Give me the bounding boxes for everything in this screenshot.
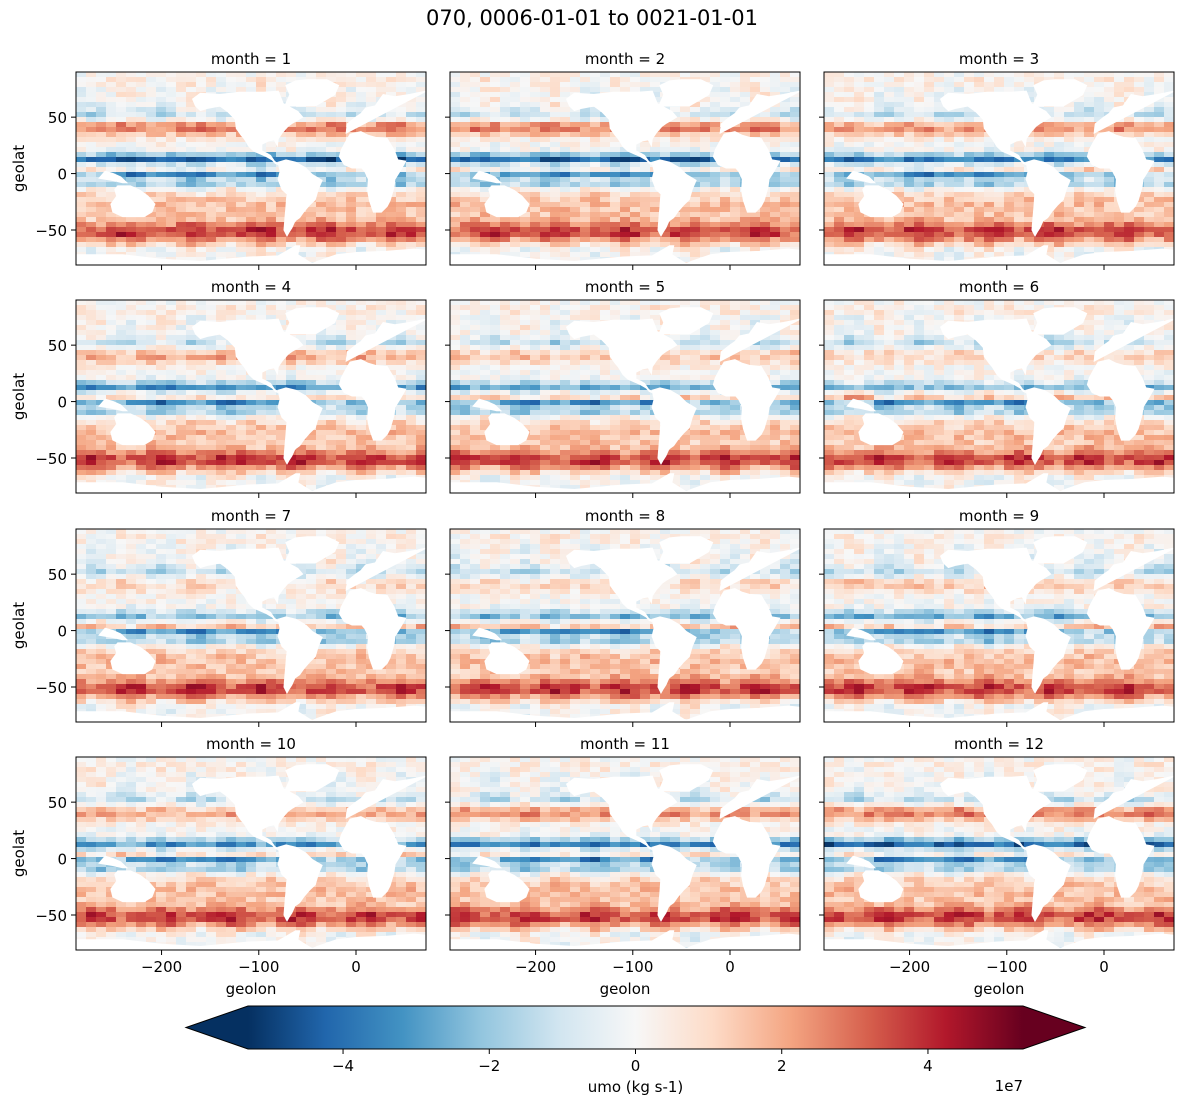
panel-title-month-12: month = 12 — [954, 735, 1044, 753]
ytick-label: 50 — [48, 566, 67, 584]
y-axis-label: geolat — [10, 145, 28, 192]
land-mask-month-1 — [76, 79, 426, 265]
xtick-label: −200 — [141, 958, 182, 976]
panel-month-8: month = 8 — [445, 507, 801, 727]
land-mask-month-12 — [824, 764, 1174, 950]
panel-title-month-11: month = 11 — [580, 735, 670, 753]
panel-title-month-8: month = 8 — [585, 507, 665, 525]
ytick-label: 0 — [57, 394, 67, 412]
xtick-label: −200 — [515, 958, 556, 976]
colorbar-tick-label: 2 — [777, 1057, 787, 1075]
y-axis-label: geolat — [10, 602, 28, 649]
panel-title-month-10: month = 10 — [206, 735, 296, 753]
panel-month-10: month = 10 50 0 −50 −200 −100 0 geolat geolon — [10, 735, 427, 998]
colorbar-tick-label: −2 — [478, 1057, 500, 1075]
panel-month-4: month = 4 50 0 −50 geolat — [10, 278, 427, 498]
ytick-label: 0 — [57, 851, 67, 869]
panel-title-month-6: month = 6 — [959, 278, 1039, 296]
xtick-label: 0 — [1099, 958, 1109, 976]
colorbar-tick-label: −4 — [332, 1057, 354, 1075]
land-mask-month-6 — [824, 307, 1174, 493]
y-axis-label: geolat — [10, 830, 28, 877]
xtick-label: −200 — [889, 958, 930, 976]
colorbar-extend-low — [186, 1006, 248, 1049]
figure-title: 070, 0006-01-01 to 0021-01-01 — [426, 6, 758, 30]
colorbar-tick-label: 0 — [631, 1057, 641, 1075]
ytick-label: 50 — [48, 337, 67, 355]
ytick-label: 50 — [48, 794, 67, 812]
x-axis-label: geolon — [226, 980, 277, 998]
ytick-label: −50 — [35, 679, 67, 697]
xtick-label: −100 — [986, 958, 1027, 976]
panel-title-month-1: month = 1 — [211, 50, 291, 68]
panel-title-month-7: month = 7 — [211, 507, 291, 525]
land-mask-month-4 — [76, 307, 426, 493]
land-mask-month-2 — [450, 79, 800, 265]
xtick-label: 0 — [725, 958, 735, 976]
ytick-label: −50 — [35, 907, 67, 925]
colorbar-scale-label: 1e7 — [995, 1077, 1023, 1095]
land-mask-month-9 — [824, 536, 1174, 722]
panel-month-6: month = 6 — [819, 278, 1175, 498]
panel-title-month-2: month = 2 — [585, 50, 665, 68]
xtick-label: −100 — [612, 958, 653, 976]
panel-title-month-3: month = 3 — [959, 50, 1039, 68]
x-axis-label: geolon — [974, 980, 1025, 998]
land-mask-month-10 — [76, 764, 426, 950]
ytick-label: −50 — [35, 450, 67, 468]
x-axis-label: geolon — [600, 980, 651, 998]
panel-month-7: month = 7 50 0 −50 geolat — [10, 507, 427, 727]
colorbar-tick-label: 4 — [923, 1057, 933, 1075]
panel-month-3: month = 3 — [819, 50, 1175, 270]
land-mask-month-11 — [450, 764, 800, 950]
panel-month-1: month = 1 50 0 −50 geolat — [10, 50, 427, 270]
panel-month-2: month = 2 — [445, 50, 801, 270]
xtick-label: −100 — [238, 958, 279, 976]
land-mask-month-3 — [824, 79, 1174, 265]
ytick-label: 50 — [48, 109, 67, 127]
ytick-label: 0 — [57, 623, 67, 641]
colorbar: −4 −2 0 2 4 umo (kg s-1) 1e7 — [184, 1005, 1087, 1096]
panel-title-month-4: month = 4 — [211, 278, 291, 296]
colorbar-label: umo (kg s-1) — [588, 1078, 684, 1096]
xtick-label: 0 — [351, 958, 361, 976]
land-mask-month-8 — [450, 536, 800, 722]
land-mask-month-7 — [76, 536, 426, 722]
panel-month-5: month = 5 — [445, 278, 801, 498]
panel-title-month-5: month = 5 — [585, 278, 665, 296]
panel-title-month-9: month = 9 — [959, 507, 1039, 525]
panel-month-9: month = 9 — [819, 507, 1175, 727]
panel-month-12: month = 12 −200 −100 0 geolon — [819, 735, 1175, 998]
field-raster-month-11 — [450, 757, 800, 950]
panel-month-11: month = 11 −200 −100 0 geolon — [445, 735, 801, 998]
colorbar-gradient — [248, 1006, 1023, 1049]
ytick-label: −50 — [35, 222, 67, 240]
colorbar-extend-high — [1023, 1006, 1085, 1049]
ytick-label: 0 — [57, 166, 67, 184]
y-axis-label: geolat — [10, 373, 28, 420]
land-mask-month-5 — [450, 307, 800, 493]
